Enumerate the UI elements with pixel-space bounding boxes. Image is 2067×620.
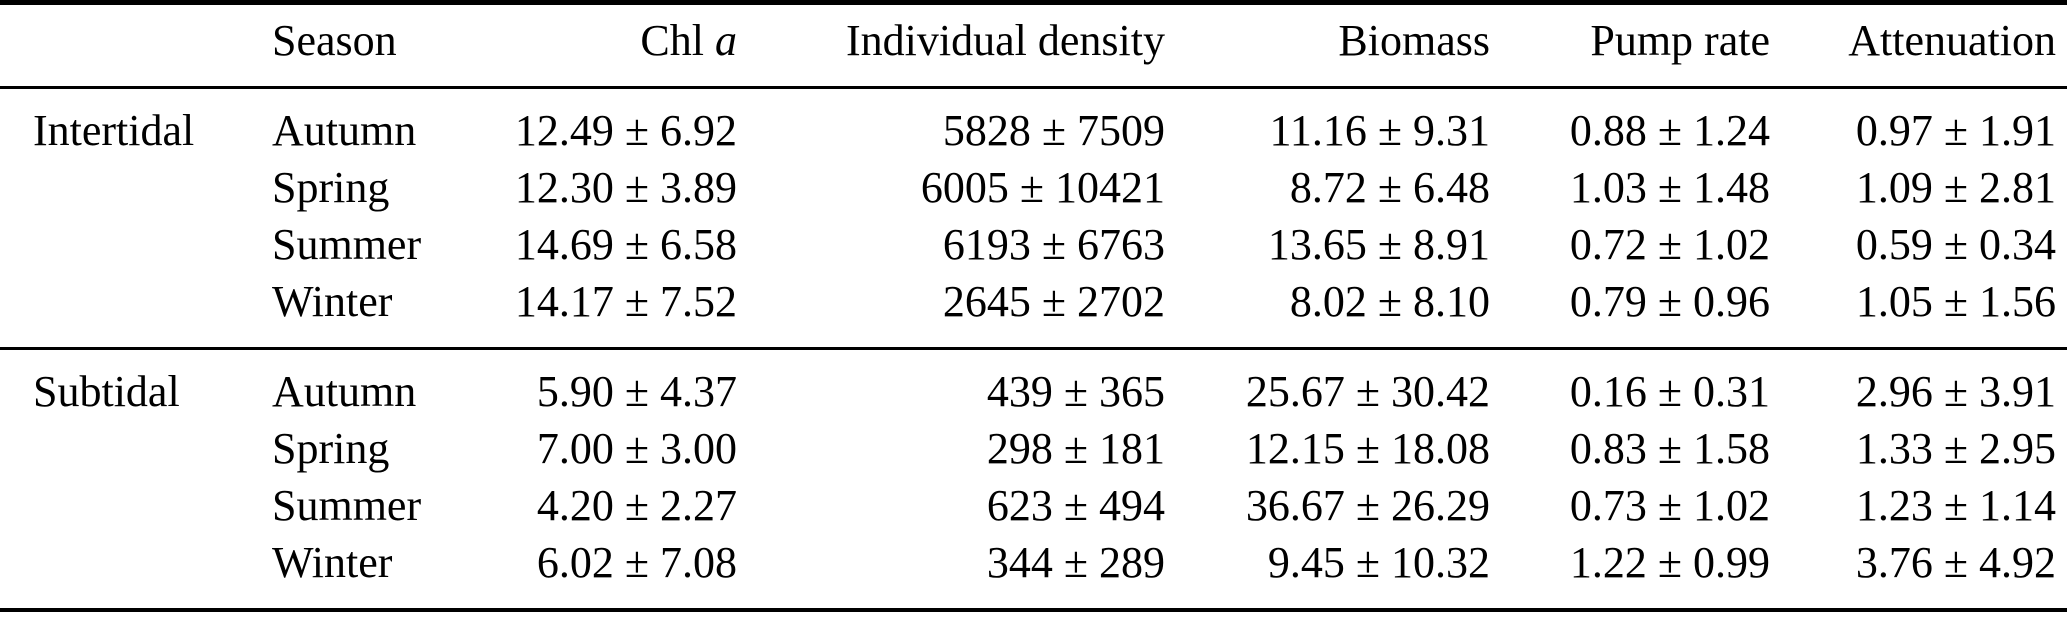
cell-chl-a: 6.02 ± 7.08 — [536, 538, 737, 587]
cell-attenuation: 1.23 ± 1.14 — [1855, 481, 2056, 530]
section-intertidal: Intertidal Autumn 12.49 ± 6.92 5828 ± 75… — [0, 88, 2067, 349]
cell-individual-density: 298 ± 181 — [986, 424, 1165, 473]
cell-biomass: 25.67 ± 30.42 — [1165, 347, 1490, 420]
cell-season: Autumn — [272, 347, 427, 420]
cell-individual-density: 344 ± 289 — [986, 538, 1165, 587]
cell-attenuation: 2.96 ± 3.91 — [1770, 347, 2067, 420]
cell-biomass: 13.65 ± 8.91 — [1267, 220, 1490, 269]
cell-chl-a: 4.20 ± 2.27 — [536, 481, 737, 530]
cell-pump-rate: 0.79 ± 0.96 — [1569, 277, 1770, 326]
cell-biomass: 9.45 ± 10.32 — [1267, 538, 1490, 587]
cell-biomass: 11.16 ± 9.31 — [1269, 106, 1490, 155]
cell-biomass: 8.72 ± 6.48 — [1289, 163, 1490, 212]
header-season: Season — [272, 2, 427, 89]
cell-attenuation: 0.97 ± 1.91 — [1855, 106, 2056, 155]
cell-biomass: 8.02 ± 8.10 — [1289, 277, 1490, 326]
cell-attenuation: 0.59 ± 0.34 — [1855, 220, 2056, 269]
header-chl-a: Chl a — [427, 2, 737, 89]
chl-label-text: Chl — [640, 16, 704, 65]
cell-individual-density: 623 ± 494 — [986, 481, 1165, 530]
cell-season: Winter — [272, 277, 393, 326]
table-row: Winter 6.02 ± 7.08 344 ± 289 9.45 ± 10.3… — [0, 534, 2067, 610]
cell-chl-a: 14.69 ± 6.58 — [514, 220, 737, 269]
cell-individual-density: 439 ± 365 — [737, 347, 1165, 420]
cell-individual-density: 2645 ± 2702 — [942, 277, 1165, 326]
cell-group-spacer — [0, 420, 272, 477]
cell-season: Spring — [272, 424, 390, 473]
cell-group-spacer — [0, 273, 272, 349]
cell-attenuation: 1.05 ± 1.56 — [1855, 277, 2056, 326]
header-row: Season Chl a Individual density Biomass … — [0, 2, 2067, 89]
cell-biomass: 36.67 ± 26.29 — [1245, 481, 1490, 530]
cell-attenuation: 1.33 ± 2.95 — [1855, 424, 2056, 473]
cell-pump-rate: 0.88 ± 1.24 — [1569, 106, 1770, 155]
cell-pump-rate: 0.73 ± 1.02 — [1569, 481, 1770, 530]
cell-individual-density: 6193 ± 6763 — [942, 220, 1165, 269]
cell-season: Summer — [272, 481, 422, 530]
cell-group-label: Intertidal — [33, 106, 195, 155]
table-header: Season Chl a Individual density Biomass … — [0, 2, 2067, 89]
header-attenuation: Attenuation — [1770, 2, 2067, 89]
cell-pump-rate: 1.03 ± 1.48 — [1569, 163, 1770, 212]
cell-chl-a: 12.49 ± 6.92 — [514, 106, 737, 155]
cell-pump-rate: 0.16 ± 0.31 — [1490, 347, 1770, 420]
cell-group-spacer — [0, 477, 272, 534]
table-row: Spring 12.30 ± 3.89 6005 ± 10421 8.72 ± … — [0, 159, 2067, 216]
table-row: Summer 14.69 ± 6.58 6193 ± 6763 13.65 ± … — [0, 216, 2067, 273]
cell-season: Summer — [272, 220, 422, 269]
cell-individual-density: 5828 ± 7509 — [942, 106, 1165, 155]
table-row: Summer 4.20 ± 2.27 623 ± 494 36.67 ± 26.… — [0, 477, 2067, 534]
table-row: Spring 7.00 ± 3.00 298 ± 181 12.15 ± 18.… — [0, 420, 2067, 477]
header-individual-density: Individual density — [737, 2, 1165, 89]
cell-attenuation: 1.09 ± 2.81 — [1855, 163, 2056, 212]
header-biomass: Biomass — [1165, 2, 1490, 89]
header-group — [0, 2, 272, 89]
cell-individual-density: 6005 ± 10421 — [920, 163, 1165, 212]
cell-biomass: 12.15 ± 18.08 — [1245, 424, 1490, 473]
cell-group-spacer — [0, 216, 272, 273]
cell-season: Spring — [272, 163, 390, 212]
cell-season: Winter — [272, 538, 393, 587]
table-row: Winter 14.17 ± 7.52 2645 ± 2702 8.02 ± 8… — [0, 273, 2067, 349]
cell-season: Autumn — [272, 106, 417, 155]
cell-chl-a: 12.30 ± 3.89 — [514, 163, 737, 212]
cell-chl-a: 7.00 ± 3.00 — [536, 424, 737, 473]
cell-pump-rate: 0.83 ± 1.58 — [1569, 424, 1770, 473]
table-row: Subtidal Autumn 5.90 ± 4.37 439 ± 365 25… — [0, 347, 2067, 420]
cell-attenuation: 3.76 ± 4.92 — [1855, 538, 2056, 587]
cell-group-spacer — [0, 159, 272, 216]
cell-group-spacer — [0, 534, 272, 610]
cell-pump-rate: 1.22 ± 0.99 — [1569, 538, 1770, 587]
cell-chl-a: 14.17 ± 7.52 — [514, 277, 737, 326]
section-subtidal: Subtidal Autumn 5.90 ± 4.37 439 ± 365 25… — [0, 347, 2067, 611]
table-row: Intertidal Autumn 12.49 ± 6.92 5828 ± 75… — [0, 88, 2067, 160]
cell-group-label: Subtidal — [0, 347, 272, 420]
cell-chl-a: 5.90 ± 4.37 — [427, 347, 737, 420]
header-pump-rate: Pump rate — [1490, 2, 1770, 89]
chl-a-italic: a — [715, 16, 737, 65]
cell-pump-rate: 0.72 ± 1.02 — [1569, 220, 1770, 269]
